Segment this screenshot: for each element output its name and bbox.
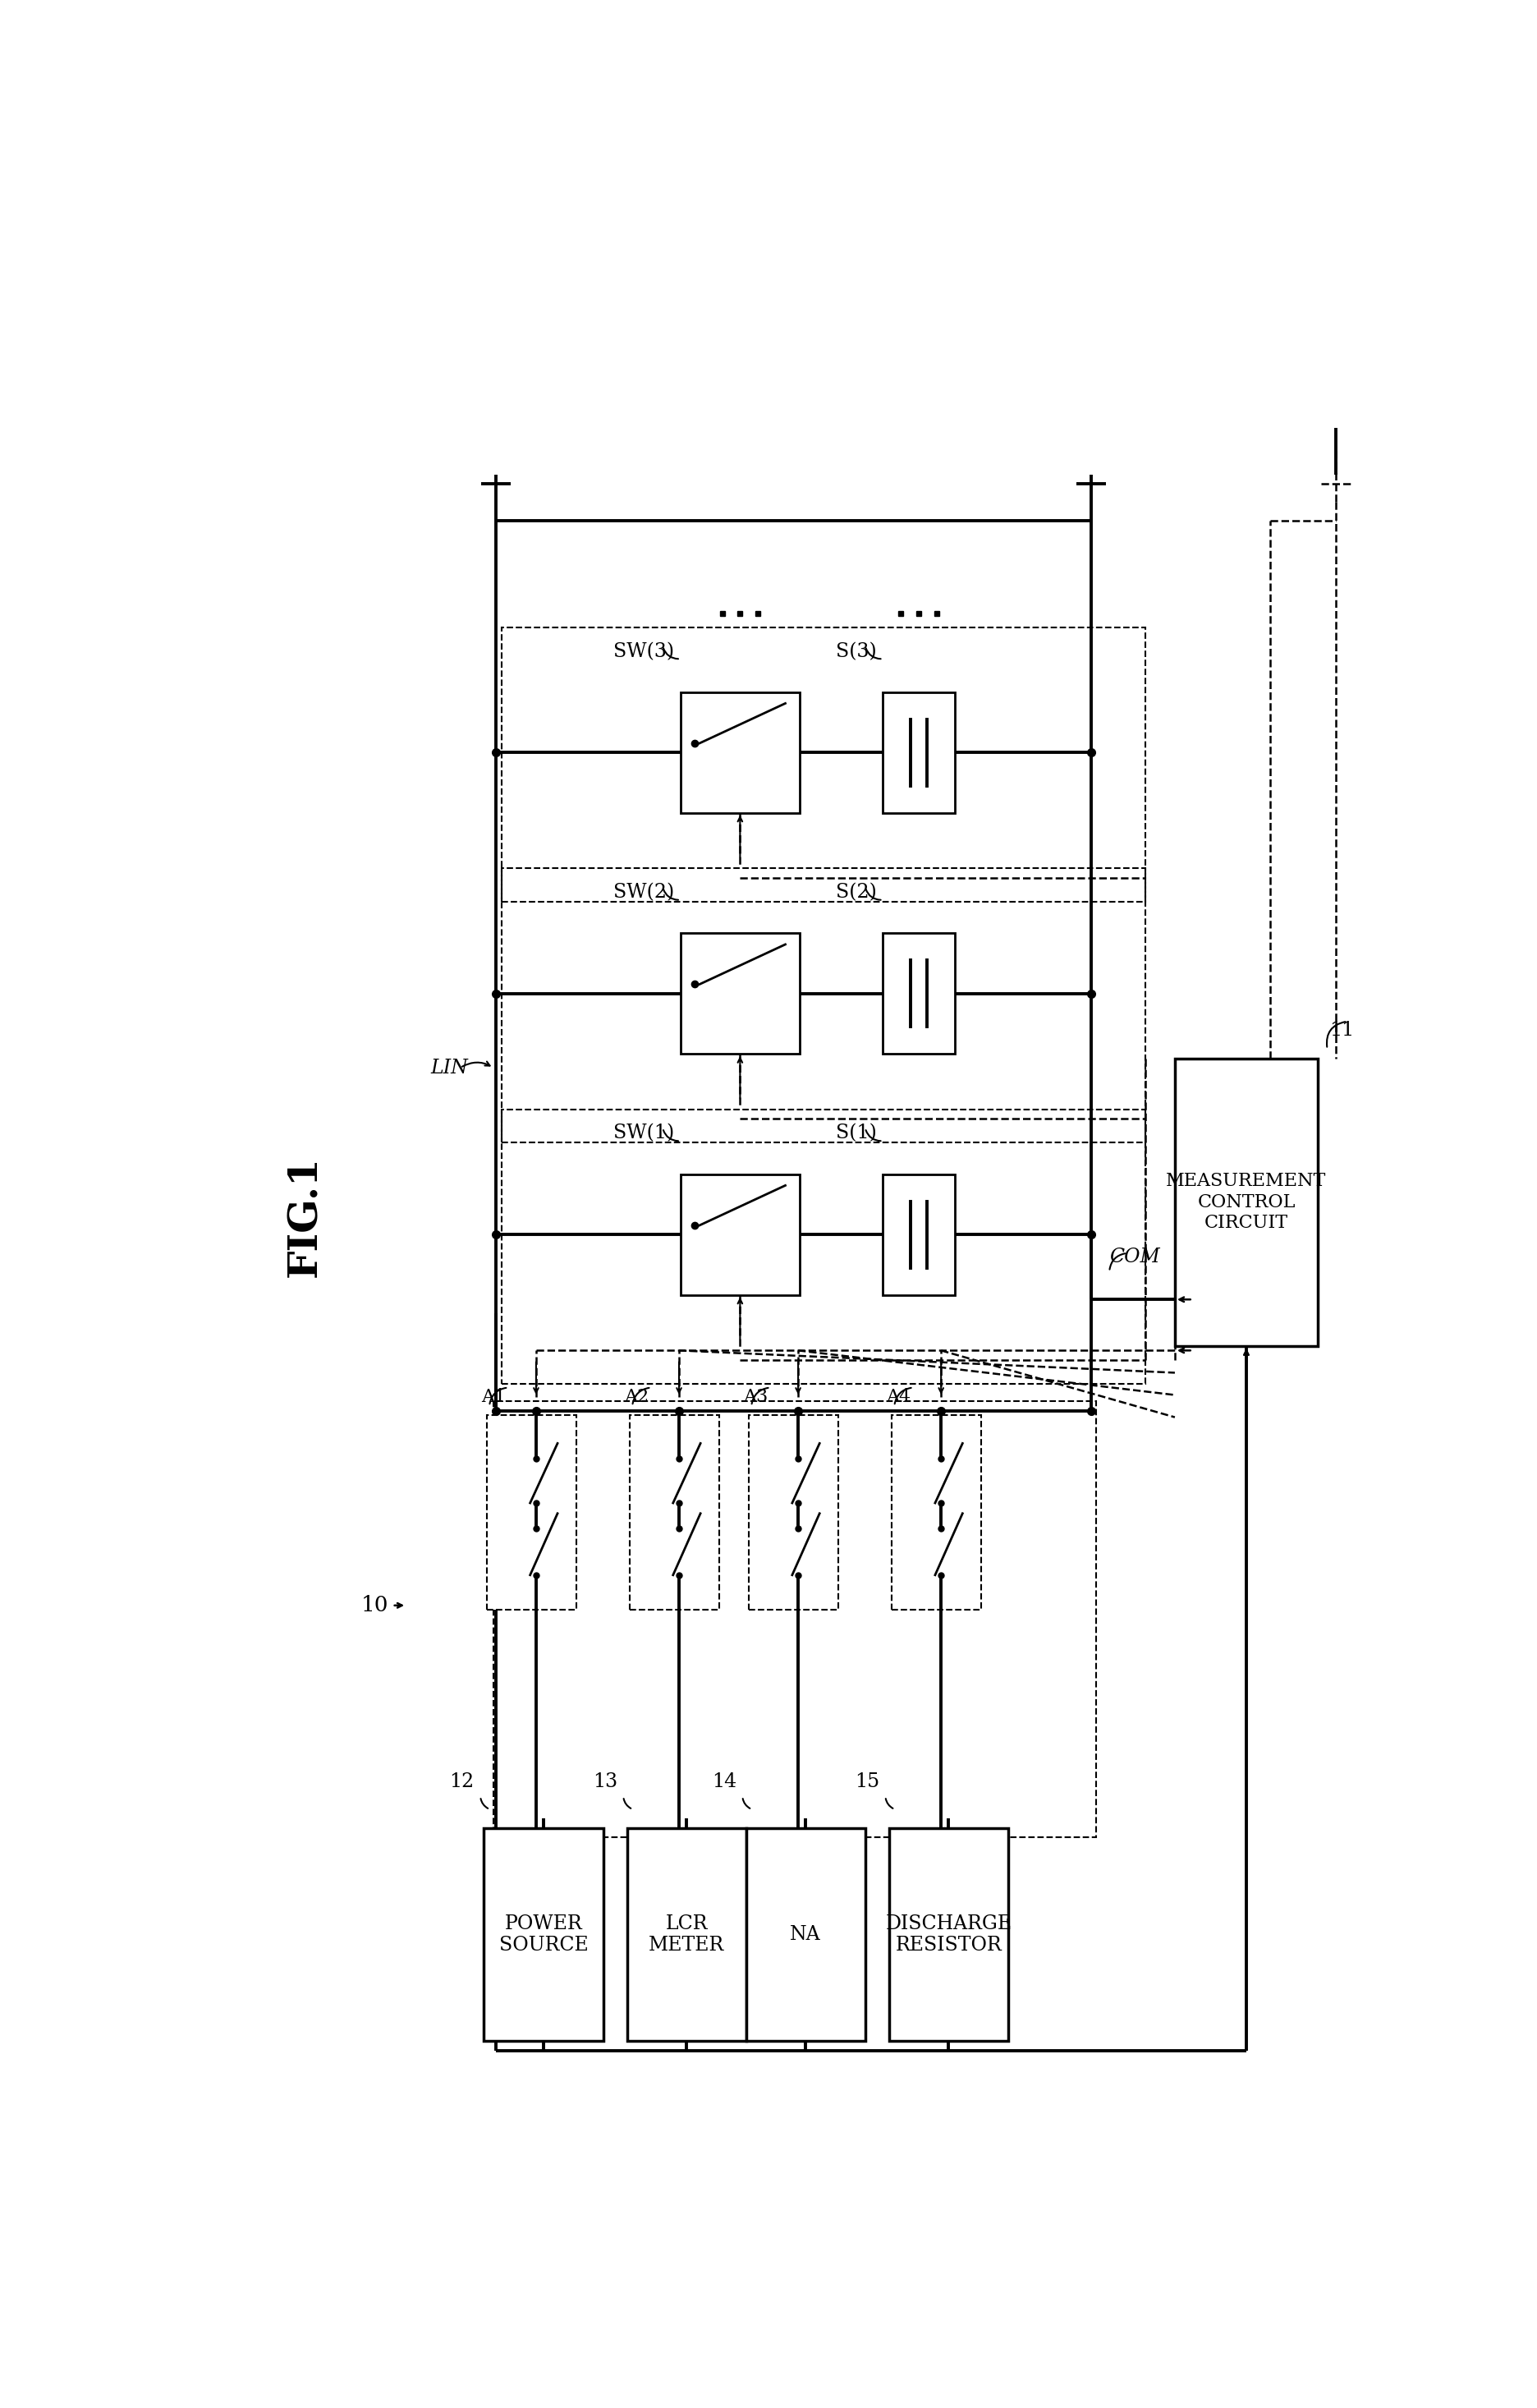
Text: S(3): S(3)	[836, 643, 878, 660]
Bar	[493, 1401, 1096, 1837]
Bar	[882, 691, 954, 814]
Bar	[882, 934, 954, 1055]
Text: SW(1): SW(1)	[613, 1125, 675, 1144]
Text: 10: 10	[361, 1594, 389, 1616]
Text: A3: A3	[742, 1387, 768, 1406]
Bar	[891, 1416, 981, 1611]
Text: LIN: LIN	[430, 1057, 467, 1076]
Text: SW(2): SW(2)	[613, 884, 675, 903]
Text: S(2): S(2)	[836, 884, 878, 903]
Bar	[627, 1828, 745, 2042]
Text: 12: 12	[450, 1772, 475, 1792]
Text: 14: 14	[712, 1772, 736, 1792]
Bar	[749, 1416, 838, 1611]
Bar	[681, 691, 799, 814]
Bar	[503, 628, 1145, 901]
Bar	[681, 1175, 799, 1296]
Text: 15: 15	[855, 1772, 879, 1792]
Text: MEASUREMENT
CONTROL
CIRCUIT: MEASUREMENT CONTROL CIRCUIT	[1167, 1173, 1326, 1233]
Bar	[487, 1416, 576, 1611]
Bar	[745, 1828, 865, 2042]
Text: 13: 13	[593, 1772, 618, 1792]
Bar	[630, 1416, 719, 1611]
Text: A2: A2	[624, 1387, 649, 1406]
Text: POWER
SOURCE: POWER SOURCE	[500, 1914, 589, 1955]
Text: S(1): S(1)	[836, 1125, 878, 1144]
Text: A4: A4	[885, 1387, 911, 1406]
Text: DISCHARGE
RESISTOR: DISCHARGE RESISTOR	[885, 1914, 1011, 1955]
Bar	[681, 934, 799, 1055]
Text: NA: NA	[790, 1924, 821, 1943]
Bar	[503, 869, 1145, 1144]
Text: LCR
METER: LCR METER	[649, 1914, 724, 1955]
Text: 11: 11	[1330, 1021, 1354, 1040]
Text: A1: A1	[481, 1387, 506, 1406]
Bar	[882, 1175, 954, 1296]
Text: COM: COM	[1110, 1247, 1160, 1267]
Text: FIG.1: FIG.1	[286, 1156, 324, 1276]
Text: SW(3): SW(3)	[613, 643, 675, 660]
Bar	[888, 1828, 1008, 2042]
Bar	[1174, 1060, 1317, 1346]
Bar	[503, 1110, 1145, 1385]
Bar	[484, 1828, 603, 2042]
